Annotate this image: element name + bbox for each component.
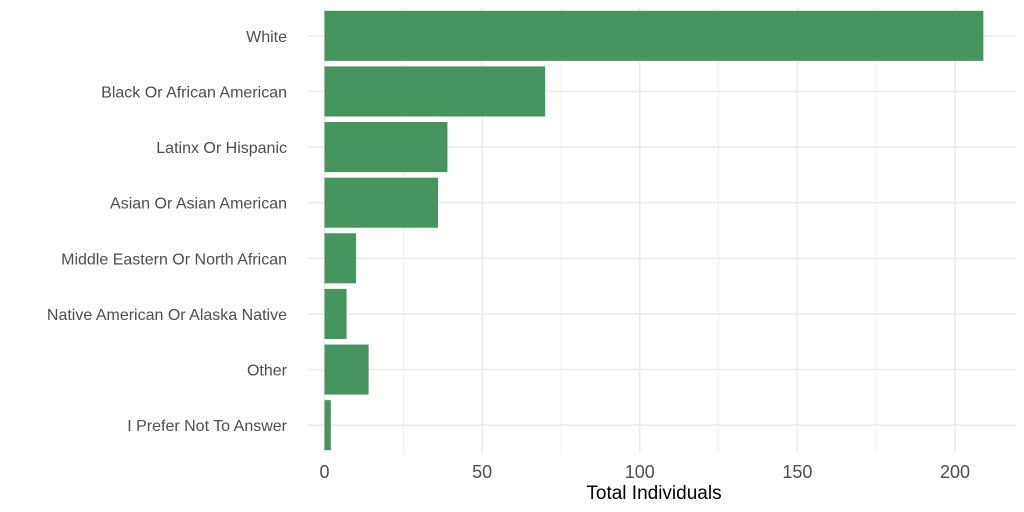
- bar: [324, 10, 984, 61]
- x-tick-label: 50: [472, 462, 492, 482]
- category-label: Middle Eastern Or North African: [61, 251, 287, 268]
- category-label: Other: [247, 363, 288, 380]
- x-tick-labels: 0 50 100 150 200: [319, 462, 970, 482]
- bar: [324, 66, 546, 117]
- category-label: Black Or African American: [101, 84, 287, 101]
- bars: [324, 10, 984, 451]
- bar: [324, 344, 369, 395]
- x-tick-label: 200: [940, 462, 970, 482]
- bar: [324, 122, 448, 173]
- x-axis-title: Total Individuals: [586, 483, 721, 504]
- category-label: Latinx Or Hispanic: [156, 140, 287, 157]
- category-label: Native American Or Alaska Native: [47, 307, 287, 324]
- bar: [324, 233, 357, 284]
- category-label: Asian Or Asian American: [110, 196, 287, 213]
- x-tick-label: 150: [782, 462, 812, 482]
- bar: [324, 400, 331, 451]
- bar: [324, 177, 438, 228]
- bar: [324, 288, 347, 339]
- x-tick-label: 0: [319, 462, 329, 482]
- category-labels: White Black Or African American Latinx Or …: [47, 29, 288, 435]
- category-label: White: [246, 29, 287, 46]
- category-label: I Prefer Not To Answer: [127, 418, 287, 435]
- x-tick-label: 100: [625, 462, 655, 482]
